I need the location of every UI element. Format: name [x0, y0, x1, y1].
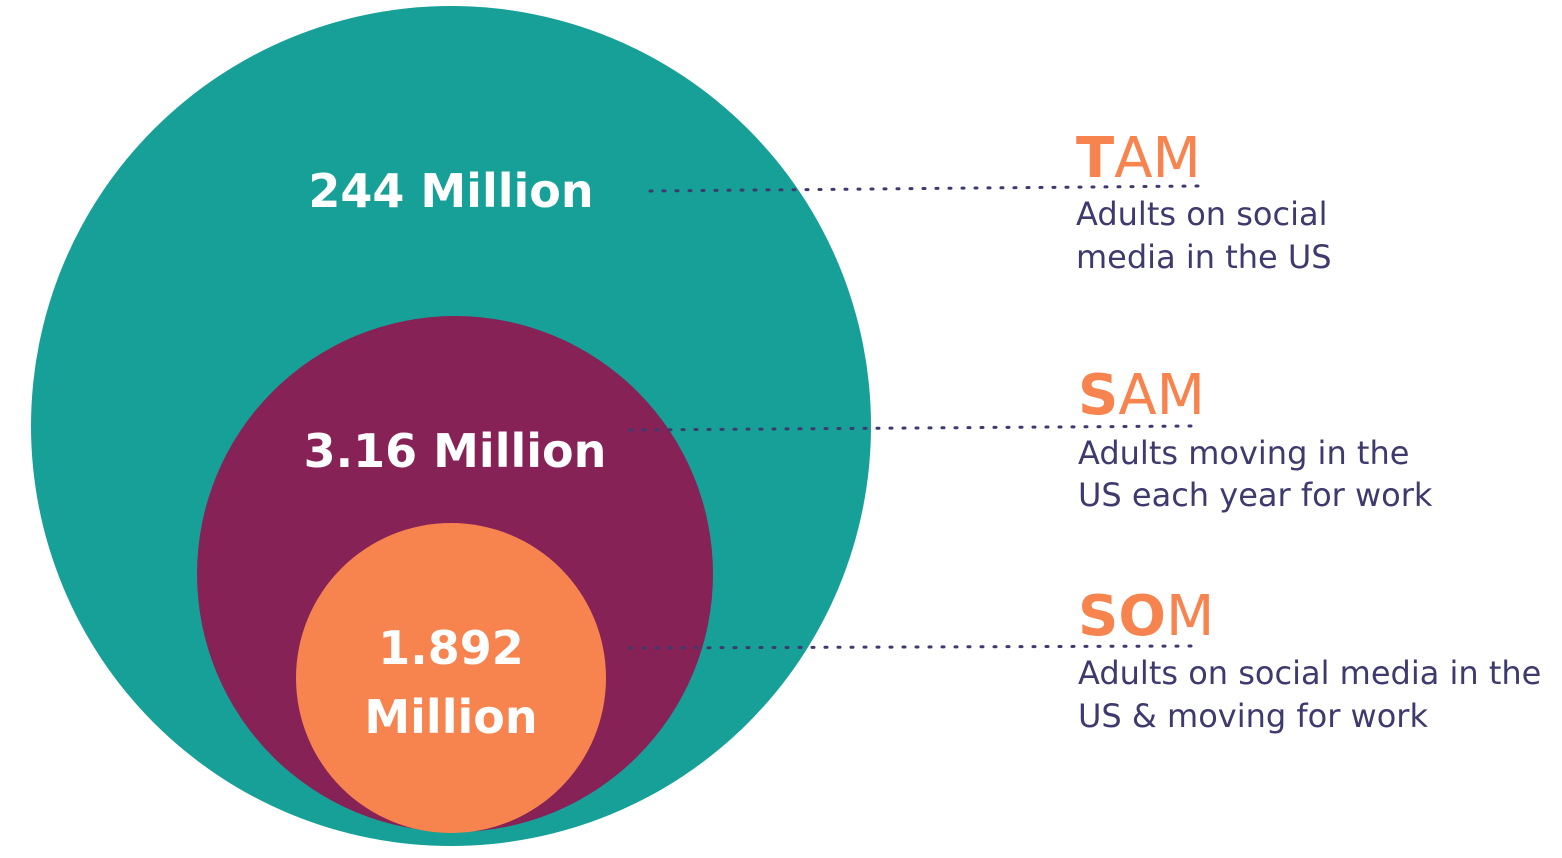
- sam-title-lead: S: [1078, 363, 1118, 428]
- sam-title: SAM: [1078, 363, 1205, 428]
- tam-value: 244 Million: [308, 164, 593, 218]
- tam-description-line-1: Adults on social: [1076, 195, 1327, 233]
- tam-leader-line: [648, 184, 1202, 193]
- som-title-rest: M: [1166, 584, 1214, 649]
- tam-title: TAM: [1076, 126, 1201, 191]
- sam-description-line-2: US each year for work: [1078, 476, 1433, 514]
- tam-description-line-2: media in the US: [1076, 238, 1332, 276]
- sam-description-line-1: Adults moving in the: [1078, 434, 1409, 472]
- som-leader-line: [628, 644, 1198, 650]
- sam-title-rest: AM: [1118, 363, 1205, 428]
- tam-title-lead: T: [1076, 126, 1114, 191]
- som-description-line-2: US & moving for work: [1078, 697, 1428, 735]
- som-description-line-1: Adults on social media in the: [1078, 654, 1541, 692]
- sam-value: 3.16 Million: [304, 424, 607, 478]
- tam-title-rest: AM: [1114, 126, 1201, 191]
- som-title: SOM: [1078, 584, 1214, 649]
- som-circle: [296, 523, 606, 833]
- som-value-line-1: 1.892: [378, 621, 524, 675]
- sam-leader-line: [628, 424, 1198, 432]
- som-title-lead: SO: [1078, 584, 1166, 649]
- som-value-line-2: Million: [364, 690, 537, 744]
